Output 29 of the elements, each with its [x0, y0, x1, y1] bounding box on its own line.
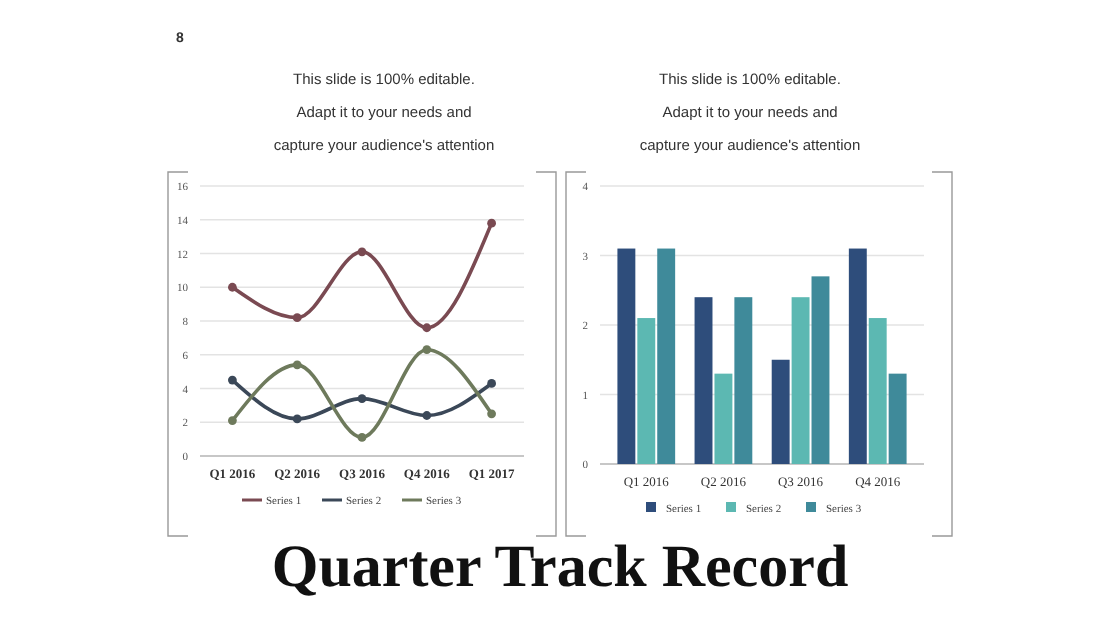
point — [422, 411, 432, 420]
bar — [734, 297, 753, 464]
point — [292, 360, 302, 370]
bar — [811, 276, 830, 464]
point — [357, 247, 367, 257]
point — [357, 394, 367, 404]
point — [228, 416, 237, 425]
bar — [617, 248, 636, 464]
line-series — [228, 345, 496, 442]
point — [357, 433, 367, 442]
point — [228, 282, 237, 292]
text: Quarter Track Record — [271, 534, 849, 600]
bar — [868, 318, 887, 464]
point — [228, 375, 237, 385]
bar — [791, 297, 810, 464]
point — [422, 323, 432, 333]
bar — [694, 297, 713, 464]
point — [422, 345, 432, 355]
point — [487, 409, 496, 419]
point — [487, 379, 496, 388]
bar — [771, 359, 790, 464]
bar — [714, 373, 733, 464]
point — [487, 218, 496, 228]
point — [292, 414, 302, 424]
bar — [657, 248, 676, 464]
point — [292, 313, 302, 323]
bar — [637, 318, 656, 464]
bar — [888, 373, 907, 464]
bar — [848, 248, 867, 464]
